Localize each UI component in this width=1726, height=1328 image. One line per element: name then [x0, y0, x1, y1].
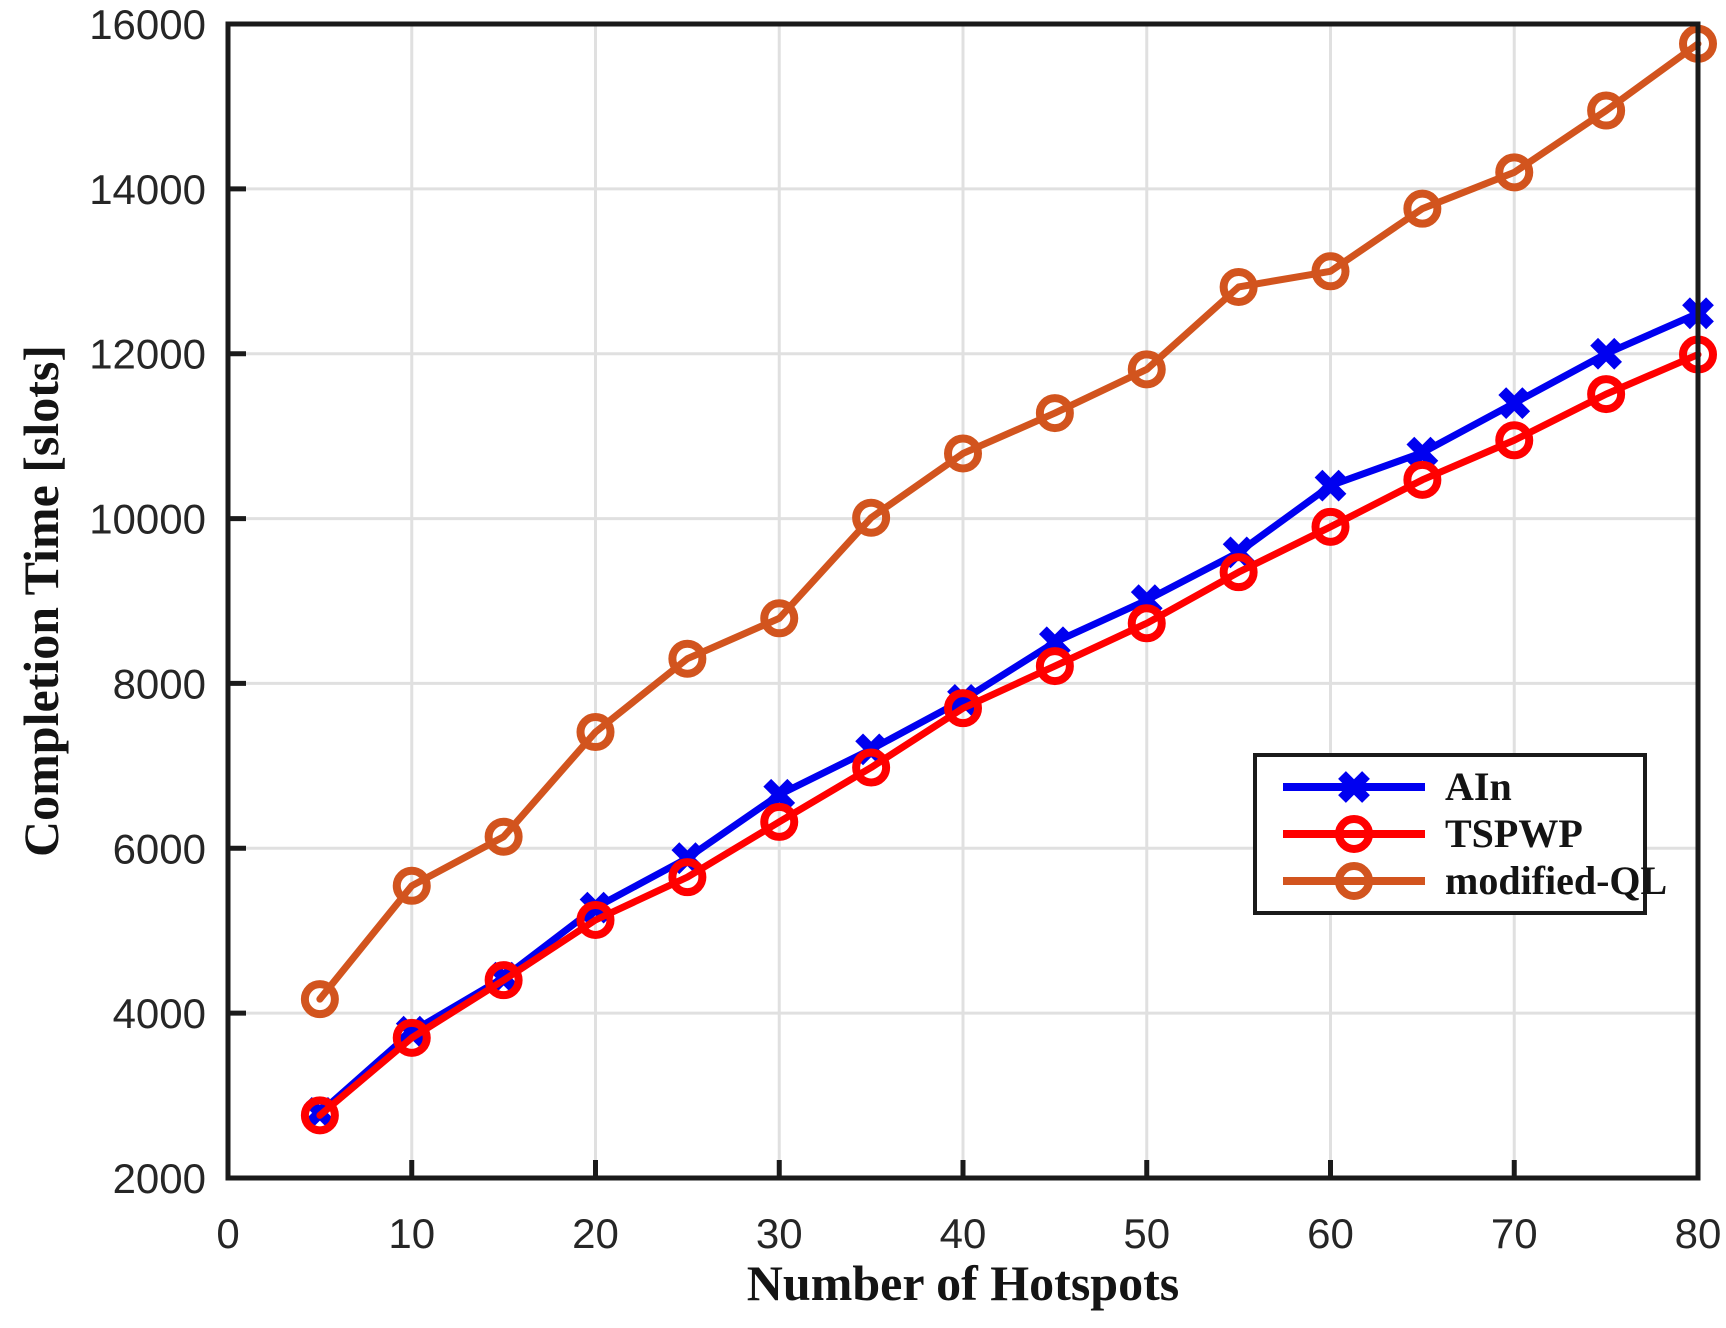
legend: AIn TSPWP modified-QL [1253, 753, 1667, 915]
legend-item-modified-ql: modified-QL [1257, 858, 1667, 905]
x-tick-label: 70 [1491, 1210, 1538, 1257]
legend-line-marker-icon [1283, 814, 1425, 853]
y-tick-label: 8000 [113, 660, 206, 707]
legend-line-marker-icon [1283, 862, 1425, 901]
y-tick-label: 10000 [89, 496, 206, 543]
x-tick-label: 80 [1675, 1210, 1722, 1257]
legend-label: AIn [1445, 763, 1512, 809]
x-tick-label: 10 [388, 1210, 435, 1257]
y-tick-label: 6000 [113, 825, 206, 872]
y-axis-label: Completion Time [slots] [13, 344, 69, 858]
y-tick-label: 16000 [89, 1, 206, 48]
x-tick-label: 0 [216, 1210, 239, 1257]
y-tick-label: 4000 [113, 990, 206, 1037]
legend-line-marker-icon [1283, 770, 1425, 803]
legend-label: modified-QL [1445, 858, 1668, 904]
y-tick-label: 2000 [113, 1155, 206, 1202]
x-tick-label: 50 [1123, 1210, 1170, 1257]
y-tick-label: 12000 [89, 331, 206, 378]
x-tick-label: 60 [1307, 1210, 1354, 1257]
x-tick-label: 30 [756, 1210, 803, 1257]
x-axis-label: Number of Hotspots [746, 1255, 1180, 1311]
y-tick-label: 14000 [89, 166, 206, 213]
legend-item-tspwp: TSPWP [1257, 810, 1643, 857]
legend-item-ain: AIn [1257, 763, 1643, 810]
x-tick-label: 20 [572, 1210, 619, 1257]
x-tick-label: 40 [940, 1210, 987, 1257]
legend-label: TSPWP [1445, 810, 1583, 856]
